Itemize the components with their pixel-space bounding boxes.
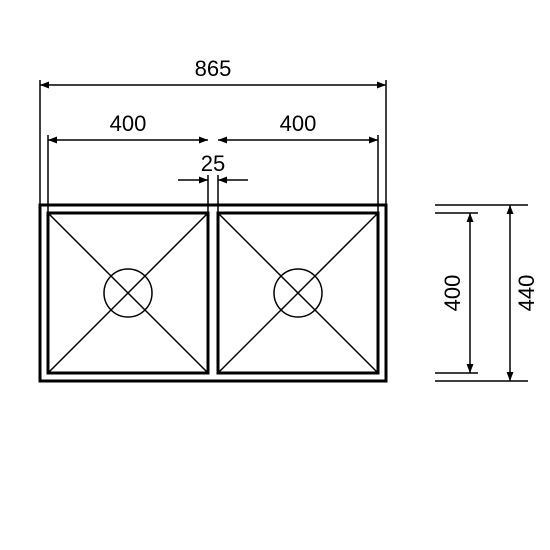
dim-overall-width: 865: [195, 56, 232, 81]
dim-bowl-width-right: 400: [280, 111, 317, 136]
sink-plan-view: [40, 205, 386, 381]
right-dimensions: 400 440: [435, 205, 539, 381]
dim-bowl-height: 400: [440, 275, 465, 312]
top-dimensions: 865 400 400 25: [40, 56, 386, 213]
dim-bowl-width-left: 400: [110, 111, 147, 136]
dim-overall-height: 440: [514, 275, 539, 312]
dim-bowl-gap: 25: [201, 151, 225, 176]
